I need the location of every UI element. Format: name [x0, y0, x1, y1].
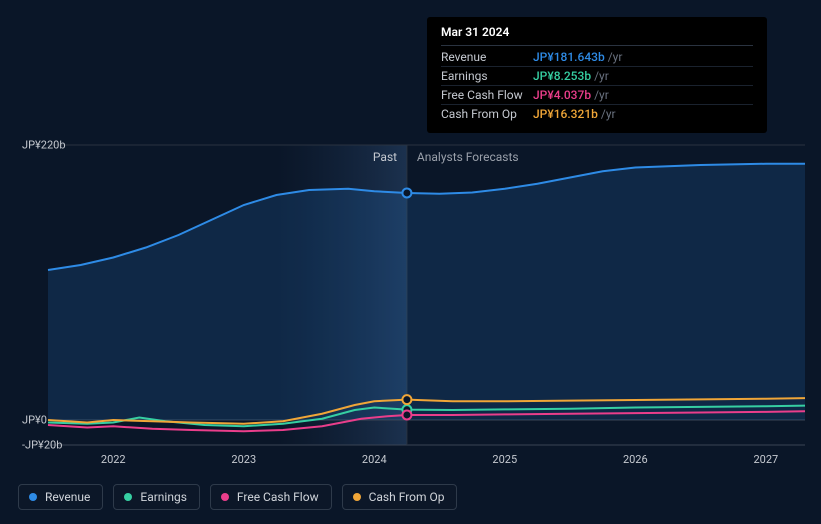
marker-fcf — [402, 410, 411, 419]
x-tick-label: 2024 — [362, 453, 387, 466]
tooltip-row-unit: /yr — [601, 107, 616, 121]
tooltip-row: Cash From OpJP¥16.321b/yr — [441, 105, 753, 123]
tooltip-row-unit: /yr — [594, 88, 609, 102]
legend-dot-icon — [124, 493, 132, 501]
tooltip-row-unit: /yr — [594, 69, 609, 83]
legend-label: Revenue — [45, 490, 90, 504]
tooltip-date: Mar 31 2024 — [441, 25, 753, 46]
x-tick-label: 2026 — [623, 453, 648, 466]
x-tick-label: 2022 — [101, 453, 126, 466]
tooltip-row-value: JP¥181.643b — [533, 50, 605, 64]
tooltip-row-value: JP¥8.253b — [533, 69, 591, 83]
legend-label: Earnings — [140, 490, 187, 504]
legend-dot-icon — [29, 493, 37, 501]
tooltip-row-value: JP¥4.037b — [533, 88, 591, 102]
section-label-forecast: Analysts Forecasts — [417, 150, 519, 164]
marker-cfo — [402, 395, 411, 404]
legend-label: Free Cash Flow — [237, 490, 319, 504]
legend-label: Cash From Op — [369, 490, 445, 504]
legend-item-cfo[interactable]: Cash From Op — [342, 484, 458, 510]
legend-item-fcf[interactable]: Free Cash Flow — [210, 484, 332, 510]
tooltip-row-unit: /yr — [608, 50, 623, 64]
legend-dot-icon — [353, 493, 361, 501]
x-tick-label: 2025 — [492, 453, 517, 466]
financial-chart: JP¥220b JP¥0 -JP¥20b 2022 2023 2024 2025 2026 2… — [0, 0, 821, 524]
legend-dot-icon — [221, 493, 229, 501]
legend-item-revenue[interactable]: Revenue — [18, 484, 103, 510]
y-tick-label: JP¥220b — [22, 139, 66, 152]
section-label-past: Past — [373, 150, 397, 164]
tooltip-row-label: Revenue — [441, 50, 533, 64]
chart-legend: Revenue Earnings Free Cash Flow Cash From O… — [18, 484, 457, 510]
tooltip-row-value: JP¥16.321b — [533, 107, 598, 121]
marker-revenue — [402, 188, 411, 197]
tooltip-row-label: Free Cash Flow — [441, 88, 533, 102]
legend-item-earnings[interactable]: Earnings — [113, 484, 200, 510]
tooltip-row: RevenueJP¥181.643b/yr — [441, 48, 753, 67]
y-tick-label: -JP¥20b — [22, 439, 62, 452]
tooltip-row-label: Cash From Op — [441, 107, 533, 121]
chart-tooltip: Mar 31 2024 RevenueJP¥181.643b/yrEarning… — [427, 17, 767, 133]
x-tick-label: 2023 — [231, 453, 256, 466]
tooltip-row-label: Earnings — [441, 69, 533, 83]
tooltip-row: Free Cash FlowJP¥4.037b/yr — [441, 86, 753, 105]
x-tick-label: 2027 — [753, 453, 778, 466]
tooltip-row: EarningsJP¥8.253b/yr — [441, 67, 753, 86]
y-tick-label: JP¥0 — [22, 414, 47, 427]
